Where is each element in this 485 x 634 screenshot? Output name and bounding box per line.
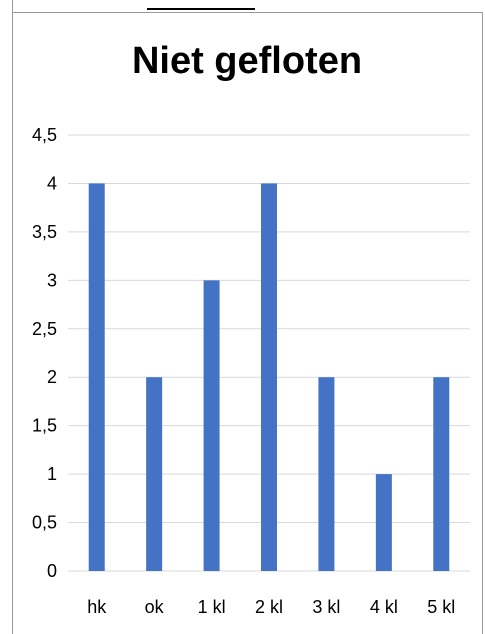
x-tick-label: 3 kl [312,597,340,617]
bar-4-kl [375,474,392,571]
x-tick-label: 2 kl [255,597,283,617]
frame-left-border [12,0,13,634]
top-mark [147,8,255,10]
bar-hk [88,183,105,571]
x-tick-label: 4 kl [370,597,398,617]
y-tick-labels: 0 0,5 1 1,5 2 2,5 3 3,5 4 4,5 [32,125,57,581]
bar-2-kl [261,183,277,571]
x-tick-label: 5 kl [427,597,455,617]
y-tick-label: 0 [47,561,57,581]
x-tick-label: hk [87,597,107,617]
x-tick-labels: hk ok 1 kl 2 kl 3 kl 4 kl 5 kl [87,597,455,617]
x-tick-label: ok [145,597,165,617]
y-tick-label: 2,5 [32,319,57,339]
bar-ok [146,377,163,571]
bar-5-kl [433,377,450,571]
y-tick-label: 3,5 [32,222,57,242]
bar-1-kl [203,280,220,571]
y-tick-label: 4,5 [32,125,57,145]
y-tick-label: 2 [47,367,57,387]
chart-title: Niet gefloten [131,40,363,82]
y-tick-label: 4 [47,173,57,193]
y-tick-label: 1,5 [32,416,57,436]
bars [88,183,450,571]
x-tick-label: 1 kl [198,597,226,617]
y-tick-label: 0,5 [32,513,57,533]
frame-right-border [482,12,483,634]
frame-top-border [12,12,482,13]
y-tick-label: 3 [47,270,57,290]
y-tick-label: 1 [47,464,57,484]
bar-3-kl [318,377,335,571]
